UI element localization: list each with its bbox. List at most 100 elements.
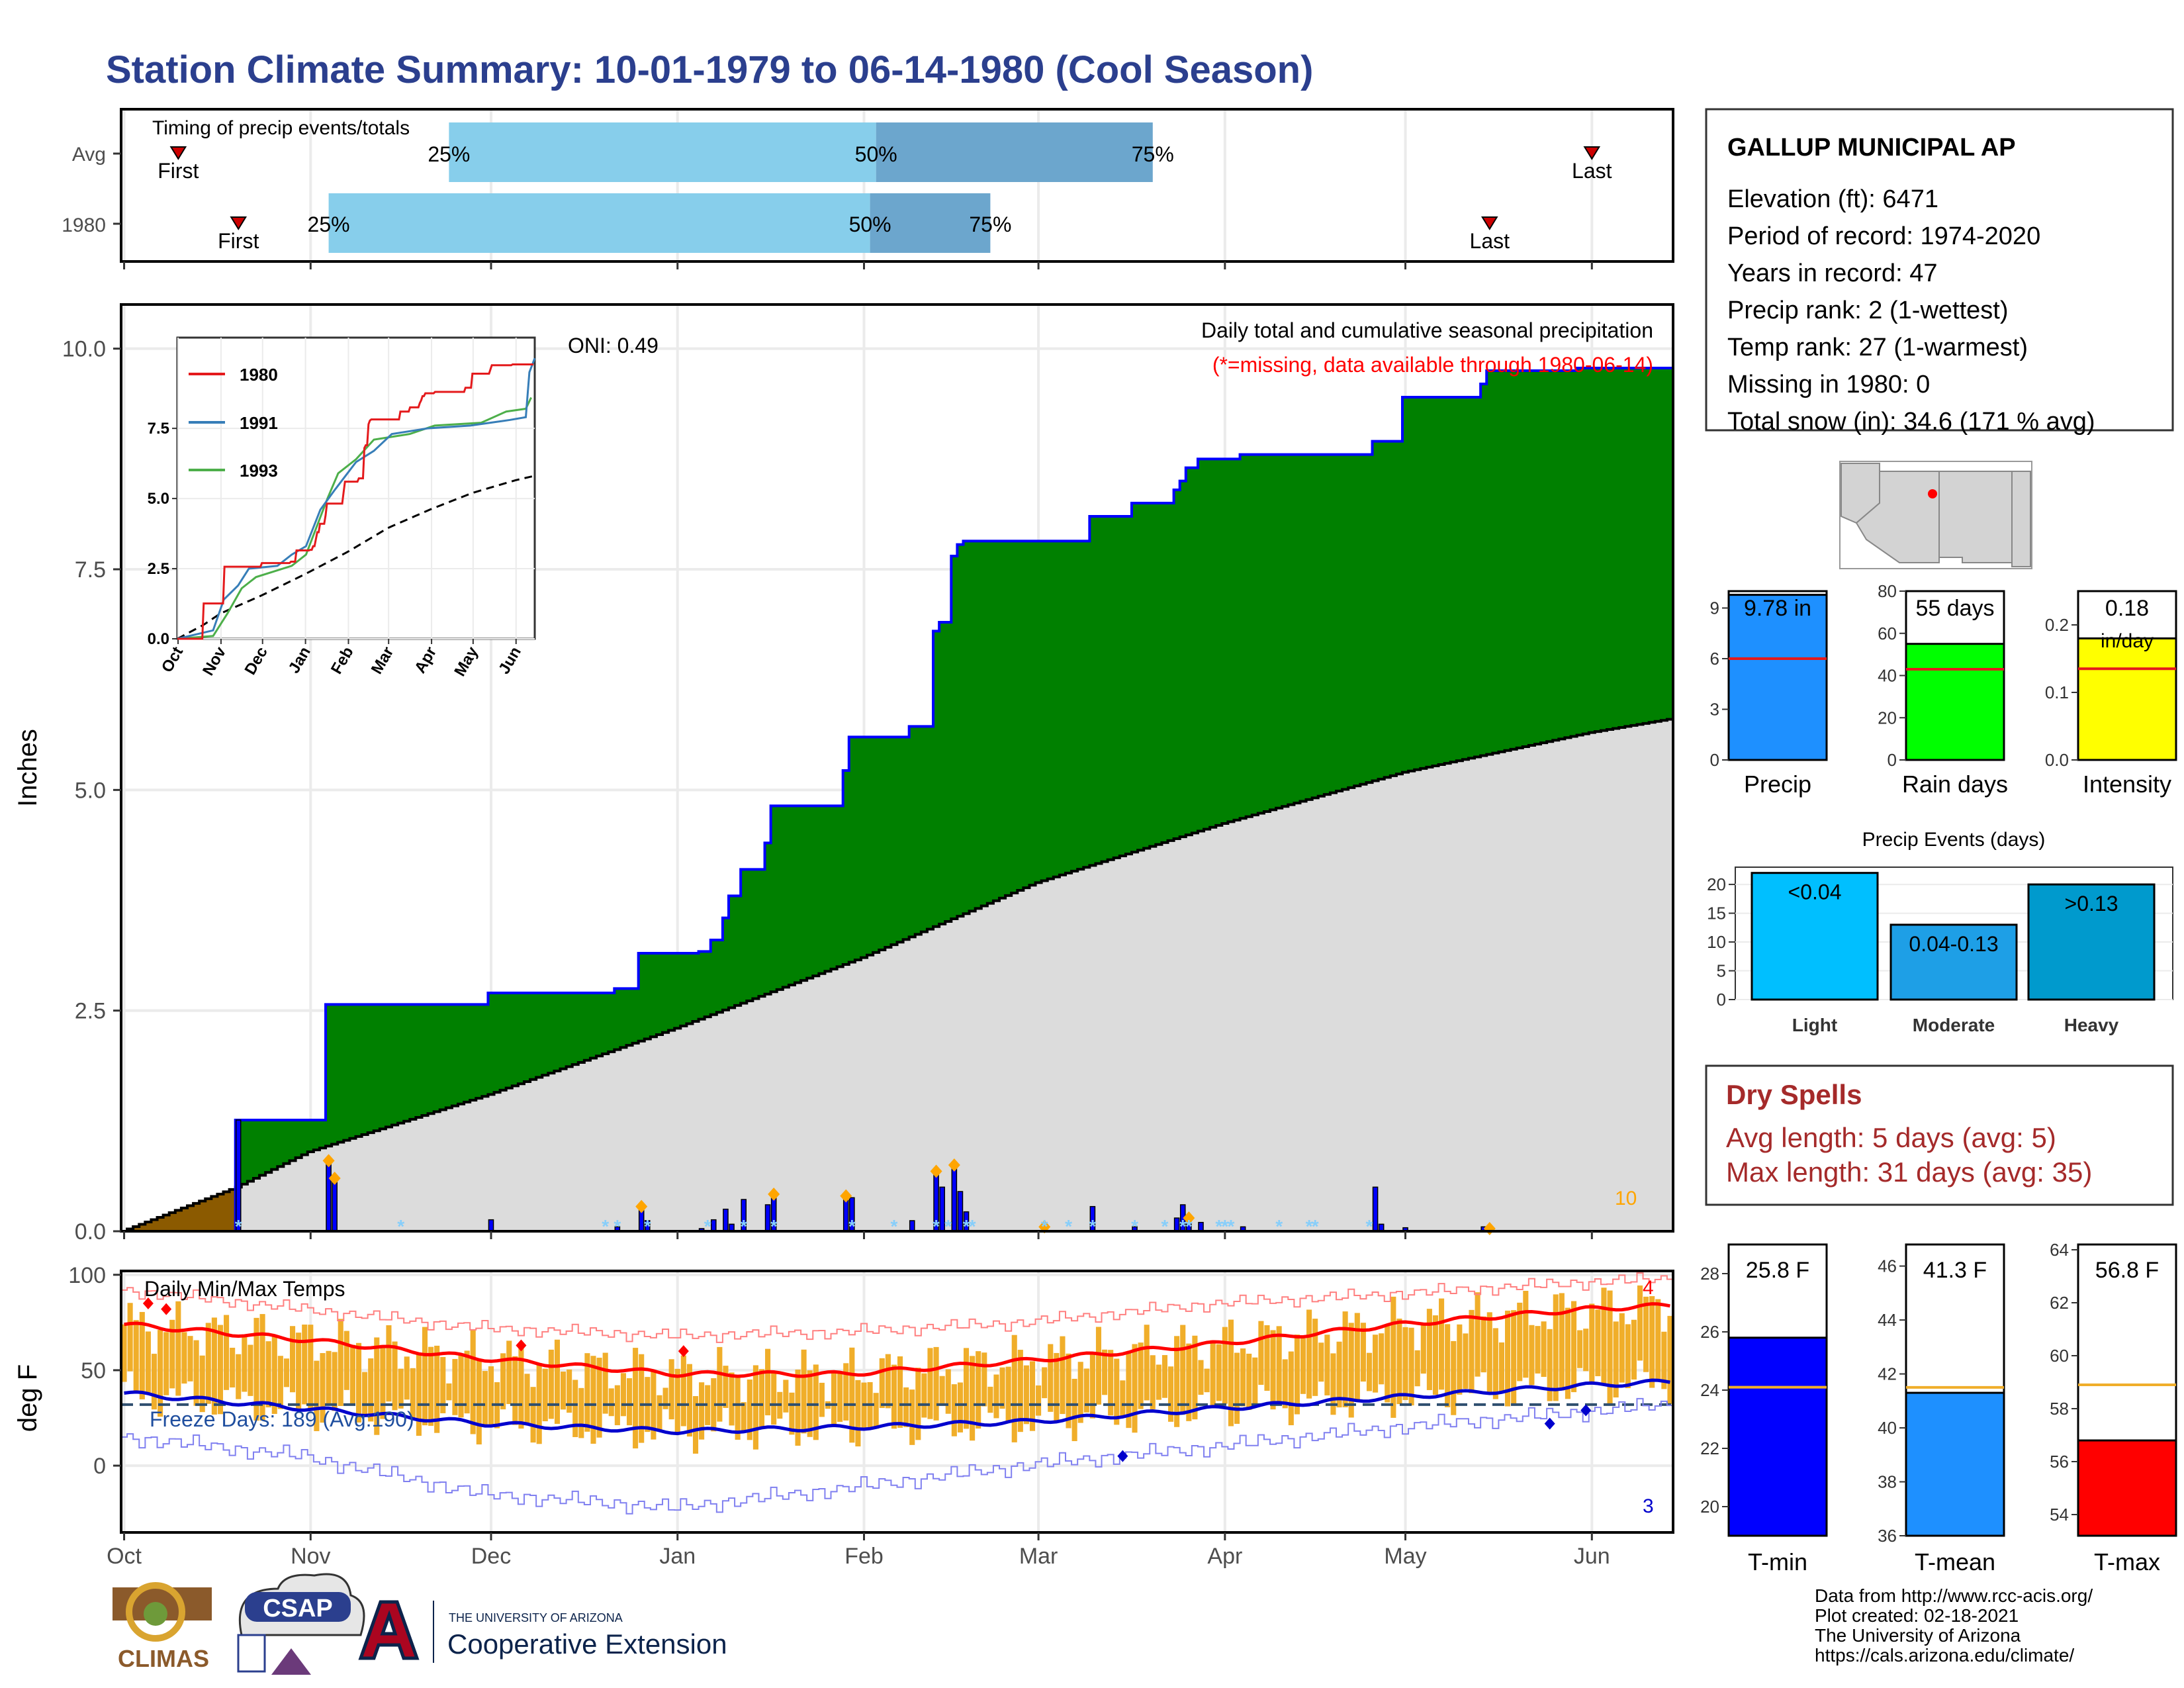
quartile-label: 25%	[428, 142, 470, 166]
daily-temp-bar	[1366, 1352, 1373, 1391]
summary-bar-value: 9.78 in	[1744, 596, 1811, 621]
ua-a-mark	[358, 1600, 420, 1660]
timing-panel: Timing of precip events/totals Avg 1980 …	[62, 108, 1674, 263]
daily-temp-bar	[1144, 1325, 1150, 1401]
dry-spells-title: Dry Spells	[1726, 1079, 1862, 1110]
daily-temp-bar	[1071, 1378, 1077, 1442]
daily-temp-bar	[639, 1354, 645, 1443]
y-tick-label: 20	[1700, 1497, 1719, 1517]
snow-marker: *	[644, 1216, 651, 1237]
daily-temp-bar	[596, 1358, 602, 1438]
y-tick-label: 40	[1878, 666, 1897, 686]
legend-entry: 1980	[240, 365, 278, 385]
daily-temp-bar	[626, 1378, 633, 1426]
cumulative-precip-line	[121, 367, 1673, 1233]
summary-bar-name: T-max	[2094, 1548, 2160, 1575]
daily-temp-bar	[332, 1352, 338, 1411]
daily-temp-bar	[1439, 1298, 1445, 1390]
record-min-line	[121, 1397, 1673, 1515]
daily-temp-bar	[205, 1323, 211, 1404]
x-tick-label: May	[1384, 1544, 1426, 1569]
daily-temp-bar	[271, 1336, 277, 1414]
daily-temp-bar	[530, 1387, 536, 1443]
daily-temp-bar	[1420, 1324, 1426, 1374]
snow-marker: *	[235, 1216, 242, 1237]
above-average-area	[235, 368, 1674, 1188]
daily-temp-bar	[970, 1356, 976, 1441]
snow-marker: *	[1275, 1216, 1283, 1237]
record-low-marker	[1544, 1417, 1555, 1430]
y-tick-label: 0.1	[2045, 682, 2069, 702]
daily-temp-bar	[404, 1356, 410, 1400]
snow-marker: *	[740, 1216, 747, 1237]
station-line: Total snow (in): 34.6 (171 % avg)	[1727, 408, 2095, 436]
daily-temp-bar	[843, 1363, 849, 1421]
daily-temp-bar	[1426, 1309, 1432, 1390]
daily-temp-bar	[891, 1364, 897, 1429]
daily-temp-bar	[723, 1366, 729, 1408]
snow-depth-marker	[840, 1189, 852, 1203]
daily-precip-bar	[951, 1164, 958, 1232]
daily-temp-bar	[193, 1340, 199, 1406]
daily-precip-bar	[957, 1191, 964, 1232]
daily-temp-bar	[548, 1349, 554, 1419]
daily-temp-bar	[230, 1348, 236, 1387]
y-tick-label: 0	[93, 1454, 106, 1479]
daily-temp-bar	[1342, 1311, 1348, 1407]
station-info-box: GALLUP MUNICIPAL AP Elevation (ft): 6471…	[1705, 108, 2174, 436]
y-tick-label: 46	[1878, 1256, 1897, 1276]
y-tick-label: 3	[1710, 700, 1719, 720]
daily-temp-bar	[1276, 1326, 1282, 1405]
daily-temp-bar	[1011, 1335, 1017, 1442]
quartile-bar-25-50	[449, 122, 876, 182]
snow-marker: *	[891, 1216, 898, 1237]
daily-temp-bar	[236, 1354, 242, 1399]
snow-marker: *	[969, 1216, 976, 1237]
record-low-marker	[1580, 1404, 1592, 1417]
daily-temp-bar	[819, 1382, 825, 1417]
daily-temp-bar	[1667, 1315, 1673, 1404]
daily-temp-bar	[1095, 1327, 1102, 1405]
daily-temp-bar	[416, 1354, 422, 1436]
freeze-days-label: Freeze Days: 189 (Avg:190)	[150, 1407, 414, 1431]
daily-temp-bar	[903, 1387, 909, 1427]
daily-temp-bar	[145, 1331, 151, 1394]
summary-bar-name: Intensity	[2083, 771, 2171, 798]
inset-line-1991	[177, 357, 536, 640]
daily-temp-bar	[1595, 1309, 1601, 1376]
daily-temp-bar	[657, 1395, 662, 1430]
summary-bar-name: Precip	[1744, 771, 1811, 798]
daily-temp-bar	[921, 1373, 927, 1418]
event-category-label: Heavy	[2064, 1015, 2119, 1035]
record-low-count: 3	[1643, 1495, 1654, 1517]
ua-cooperative-extension-logo: THE UNIVERSITY OF ARIZONA Cooperative Ex…	[358, 1600, 727, 1663]
daily-temp-bar	[518, 1346, 524, 1429]
daily-temp-bar	[1396, 1318, 1402, 1405]
daily-temp-bar	[1529, 1325, 1535, 1385]
daily-temp-bar	[224, 1315, 230, 1390]
snow-marker: *	[1185, 1216, 1193, 1237]
summary-bar-unit: in/day	[2101, 630, 2154, 652]
daily-temp-bar	[1210, 1340, 1216, 1407]
daily-temp-bar	[374, 1337, 380, 1435]
daily-temp-bar	[801, 1349, 807, 1434]
daily-temp-bar	[933, 1346, 939, 1421]
daily-temp-bar	[139, 1311, 145, 1399]
daily-temp-bar	[1390, 1296, 1396, 1418]
daily-temp-bar	[1385, 1325, 1390, 1403]
daily-temp-bar	[1559, 1293, 1565, 1391]
daily-temp-bar	[795, 1369, 801, 1446]
dry-spells-max: Max length: 31 days (avg: 35)	[1726, 1156, 2092, 1188]
daily-temp-bar	[849, 1347, 855, 1443]
snow-depth-marker	[328, 1172, 341, 1185]
daily-temp-bar	[158, 1330, 163, 1417]
daily-precip-bar	[939, 1186, 945, 1232]
daily-temp-bar	[885, 1354, 891, 1409]
daily-temp-bar	[976, 1351, 981, 1429]
daily-temp-bar	[1306, 1309, 1312, 1399]
daily-temp-bar	[993, 1374, 999, 1419]
daily-temp-bar	[1060, 1336, 1066, 1415]
y-tick-label: 22	[1700, 1438, 1719, 1458]
daily-temp-bar	[398, 1368, 404, 1409]
